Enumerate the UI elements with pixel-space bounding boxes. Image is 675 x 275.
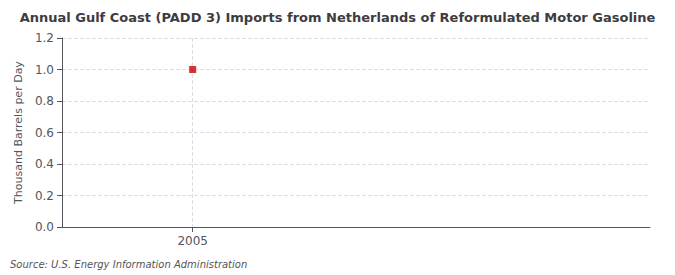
- svg-text:0.4: 0.4: [35, 157, 54, 171]
- svg-text:Source: U.S. Energy Informatio: Source: U.S. Energy Information Administ…: [10, 259, 247, 270]
- svg-text:1.2: 1.2: [35, 31, 54, 45]
- svg-text:0.0: 0.0: [35, 220, 54, 234]
- svg-text:0.2: 0.2: [35, 189, 54, 203]
- svg-text:0.6: 0.6: [35, 126, 54, 140]
- svg-text:Thousand Barrels per Day: Thousand Barrels per Day: [12, 61, 25, 205]
- svg-text:1.0: 1.0: [35, 63, 54, 77]
- svg-text:Annual Gulf Coast (PADD 3) Imp: Annual Gulf Coast (PADD 3) Imports from …: [20, 10, 656, 25]
- svg-text:0.8: 0.8: [35, 94, 54, 108]
- svg-text:2005: 2005: [177, 234, 208, 248]
